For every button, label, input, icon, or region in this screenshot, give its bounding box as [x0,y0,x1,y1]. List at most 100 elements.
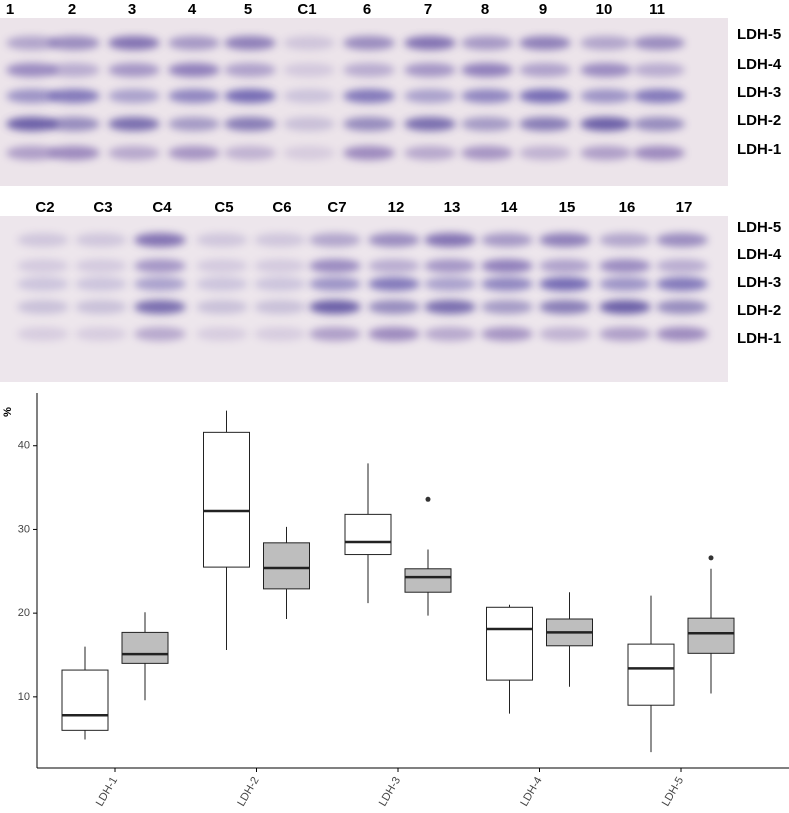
gel-band [6,146,58,160]
band-label: LDH-2 [737,112,781,129]
gel-band [368,277,420,291]
gel-band [633,146,685,160]
gel-band [6,63,58,77]
lane-label: 9 [539,1,547,18]
gel-band [196,259,248,273]
gel-band [424,277,476,291]
gel-band [108,63,160,77]
gel-band [481,233,533,247]
gel-band [461,89,513,103]
gel-band [17,233,69,247]
gel-band [283,117,335,131]
gel-band [461,117,513,131]
gel-band [633,63,685,77]
gel-band [580,63,632,77]
gel-band [224,117,276,131]
lane-label: C4 [152,199,172,216]
gel-band [343,36,395,50]
gel-band [368,327,420,341]
x-tick-label: LDH-5 [660,775,686,808]
gel-band [309,300,361,314]
box [121,631,169,664]
gel-band [633,89,685,103]
gel-band [48,89,100,103]
band-label: LDH-4 [737,246,782,263]
lane-label: 12 [388,199,405,216]
gel-band [224,63,276,77]
gel-band [17,327,69,341]
gel-band [656,233,708,247]
y-tick-label: 40 [18,440,30,452]
lane-label: 6 [363,1,371,18]
lane-label: 4 [188,1,197,18]
band-label: LDH-3 [737,274,781,291]
gel-band [168,89,220,103]
gel-band [656,327,708,341]
gel-band [48,63,100,77]
y-tick-label: 20 [18,607,30,619]
box [344,513,392,556]
gel-band [254,300,306,314]
gel-band [580,146,632,160]
gel-band [196,300,248,314]
band-label: LDH-4 [737,56,782,73]
gel-band [196,327,248,341]
lane-label: C1 [297,1,316,18]
gel-band [481,259,533,273]
gel-band [309,327,361,341]
lane-label: 3 [128,1,136,18]
gel-band [599,259,651,273]
box [627,643,675,706]
gel-band [108,89,160,103]
x-tick-label: LDH-4 [518,775,544,808]
gel-band [108,117,160,131]
lane-label: C7 [327,199,346,216]
gel-band [424,300,476,314]
gel-band [134,300,186,314]
gel-band [519,89,571,103]
gel-band [254,259,306,273]
lane-label: 10 [596,1,613,18]
gel-band [539,233,591,247]
box [404,568,452,593]
gel-band [17,300,69,314]
lane-label: C3 [93,199,112,216]
gel-band [539,277,591,291]
band-label: LDH-5 [737,26,781,43]
gel-band [17,277,69,291]
gel-band [168,36,220,50]
gel-band [17,259,69,273]
gel-band [404,36,456,50]
gel-band [481,327,533,341]
lane-label: 2 [68,1,76,18]
lane-label: 13 [444,199,461,216]
gel-band [48,117,100,131]
gel-band [404,63,456,77]
lane-label: 14 [501,199,518,216]
gel-band [368,300,420,314]
gel-band [196,233,248,247]
gel-band [404,146,456,160]
gel-band [283,36,335,50]
lane-label: C2 [35,199,54,216]
gel-band [75,277,127,291]
gel-band [168,117,220,131]
gel-band [168,146,220,160]
gel-band [633,117,685,131]
gel-band [134,259,186,273]
band-label: LDH-2 [737,302,781,319]
y-tick-label: 10 [18,691,30,703]
gel-band [168,63,220,77]
gel-band [599,277,651,291]
gel-band [519,63,571,77]
gel-band [224,146,276,160]
gel-band [519,36,571,50]
y-axis-label: % [2,407,14,417]
lane-label: C5 [214,199,233,216]
gel-band [134,277,186,291]
lane-label: 1 [6,1,14,18]
gel-band [48,36,100,50]
gel-band [539,259,591,273]
